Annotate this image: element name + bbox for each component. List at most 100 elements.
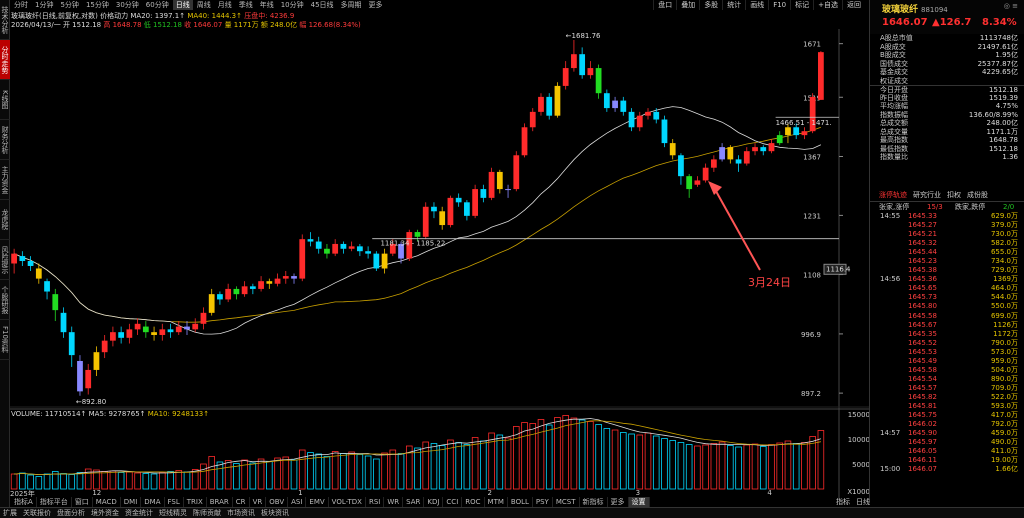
- indicator-tab[interactable]: VR: [250, 497, 267, 507]
- volume-bar: [611, 429, 619, 490]
- indicator-tab[interactable]: FSL: [165, 497, 184, 507]
- indicator-tab[interactable]: DMA: [141, 497, 165, 507]
- period-tab[interactable]: 45日线: [310, 1, 334, 9]
- indicator-tab[interactable]: 新指标: [580, 497, 608, 507]
- candle-body: [274, 278, 281, 284]
- indicator-tab[interactable]: 窗口: [72, 497, 93, 507]
- tick-time: [870, 257, 908, 266]
- indicator-tab[interactable]: DMI: [121, 497, 142, 507]
- left-tab[interactable]: 龙虎榜: [0, 200, 10, 240]
- toolbar-button[interactable]: 标记: [790, 0, 813, 10]
- toolbar-button[interactable]: +自选: [813, 0, 842, 10]
- toolbar-button[interactable]: 画线: [745, 0, 768, 10]
- tick-price: 1645.49: [908, 356, 937, 365]
- indicator-tab[interactable]: EMV: [306, 497, 329, 507]
- tick-row: 1645.65 464.0万: [870, 284, 1024, 293]
- right-bottom-button[interactable]: 日线: [856, 498, 870, 506]
- candle-body: [422, 206, 429, 237]
- indicator-tab[interactable]: KDJ: [424, 497, 444, 507]
- indicator-tab[interactable]: ASI: [288, 497, 307, 507]
- bottom-bar-item[interactable]: 资金统计: [125, 509, 153, 517]
- left-tab[interactable]: F10资料: [0, 320, 10, 360]
- indicator-tab[interactable]: TRIX: [184, 497, 207, 507]
- left-tab[interactable]: 技术分析: [0, 0, 10, 40]
- indicator-tab[interactable]: OBV: [266, 497, 289, 507]
- volume-bar: [702, 444, 709, 490]
- right-bottom-button[interactable]: 指标: [836, 498, 850, 506]
- stats-tab[interactable]: 成份股: [967, 191, 988, 199]
- stats-tab[interactable]: 研究行业: [913, 191, 941, 199]
- indicator-tab[interactable]: MCST: [553, 497, 580, 507]
- left-tab[interactable]: 风险提示: [0, 240, 10, 280]
- period-tab[interactable]: 更多: [368, 1, 383, 9]
- bar-high: 高 1648.78: [103, 21, 142, 29]
- bottom-bar-item[interactable]: 板块资讯: [261, 509, 289, 517]
- toolbar-button[interactable]: 多股: [699, 0, 722, 10]
- left-tab[interactable]: 主力资金: [0, 160, 10, 200]
- bottom-bar-item[interactable]: 关联报价: [23, 509, 51, 517]
- indicator-tab[interactable]: 指标平台: [37, 497, 72, 507]
- toolbar-button[interactable]: 盘口: [653, 0, 676, 10]
- indicator-tab[interactable]: MTM: [485, 497, 508, 507]
- indicator-tab[interactable]: ROC: [462, 497, 485, 507]
- indicator-tab[interactable]: 设置: [628, 497, 650, 507]
- indicator-tab[interactable]: MACD: [93, 497, 121, 507]
- period-tab[interactable]: 日线: [172, 0, 193, 10]
- period-tab[interactable]: 30分钟: [115, 1, 139, 9]
- candle-body: [217, 294, 223, 300]
- indicator-tab[interactable]: SAR: [403, 497, 425, 507]
- period-tab[interactable]: 1分钟: [35, 1, 54, 9]
- candle-body: [381, 253, 388, 269]
- indicator-tab[interactable]: RSI: [366, 497, 385, 507]
- indicator-tab[interactable]: PSY: [533, 497, 553, 507]
- tick-price: 1645.38: [908, 266, 937, 275]
- left-tab[interactable]: 个股研报: [0, 280, 10, 320]
- period-tab[interactable]: 周线: [196, 1, 211, 9]
- period-tab[interactable]: 15分钟: [85, 1, 109, 9]
- indicator-tab[interactable]: 指标A: [11, 497, 37, 507]
- indicator-tab[interactable]: CR: [233, 497, 250, 507]
- indicator-tab[interactable]: BRAR: [207, 497, 233, 507]
- left-tab[interactable]: 分时走势: [0, 40, 10, 80]
- period-tab[interactable]: 季线: [238, 1, 253, 9]
- period-tab[interactable]: 多周期: [340, 1, 362, 9]
- left-tab[interactable]: 财务分析: [0, 120, 10, 160]
- stats-tab[interactable]: 扣权: [947, 191, 961, 199]
- stats-tab[interactable]: 涨停轨迹: [879, 191, 907, 199]
- bottom-bar-item[interactable]: 盘面分析: [57, 509, 85, 517]
- toolbar-button[interactable]: 叠加: [676, 0, 699, 10]
- tick-volume: 959.0万: [990, 356, 1018, 365]
- indicator-tab[interactable]: WR: [384, 497, 404, 507]
- bottom-bar-item[interactable]: 境外资金: [91, 509, 119, 517]
- toolbar-button[interactable]: 统计: [722, 0, 745, 10]
- toolbar-button[interactable]: F10: [768, 0, 790, 10]
- period-tab[interactable]: 年线: [259, 1, 274, 9]
- left-tab[interactable]: K线图: [0, 80, 10, 120]
- candle-body: [52, 294, 59, 311]
- stat-label: 平均涨幅: [880, 102, 908, 110]
- indicator-tab[interactable]: 更多: [608, 497, 629, 507]
- period-tab[interactable]: 10分钟: [280, 1, 304, 9]
- kline-chart[interactable]: 16711519136712311108996.9897.21116.41500…: [10, 29, 870, 499]
- bottom-bar: 扩展 关联报价 盘面分析 境外资金 资金统计 短线精灵 陈师贡献 市场资讯 板块资讯: [0, 507, 1024, 518]
- toolbar-button[interactable]: 返回: [842, 0, 865, 10]
- indicator-tab[interactable]: BOLL: [508, 497, 533, 507]
- volume-bar: [430, 443, 438, 490]
- tick-volume: 734.0万: [990, 257, 1018, 266]
- candle-body: [233, 288, 240, 295]
- bottom-bar-item[interactable]: 扩展: [3, 509, 17, 517]
- candle-body: [249, 286, 256, 289]
- indicator-tab[interactable]: CCI: [443, 497, 463, 507]
- indicator-tab[interactable]: VOL-TDX: [329, 497, 366, 507]
- tick-volume: 1.66亿: [995, 465, 1018, 474]
- period-tab[interactable]: 分时: [14, 1, 28, 9]
- tick-list[interactable]: 14:55 1645.33 629.0万 1645.27 379.0万 1645.21 73…: [869, 212, 1024, 502]
- bottom-bar-item[interactable]: 短线精灵: [159, 509, 187, 517]
- down-count: 2/0: [1003, 203, 1015, 211]
- bottom-bar-item[interactable]: 陈师贡献: [193, 509, 221, 517]
- header-icons[interactable]: ◎ ≡: [1003, 2, 1018, 10]
- bottom-bar-item[interactable]: 市场资讯: [227, 509, 255, 517]
- period-tab[interactable]: 60分钟: [145, 1, 169, 9]
- period-tab[interactable]: 月线: [217, 1, 232, 9]
- period-tab[interactable]: 5分钟: [60, 1, 79, 9]
